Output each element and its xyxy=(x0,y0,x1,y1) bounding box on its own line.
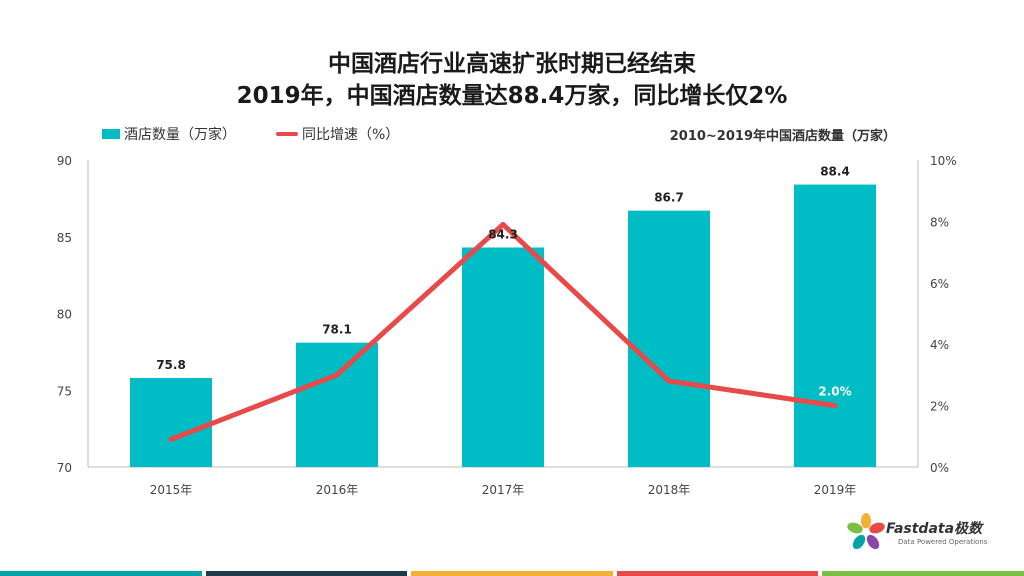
y-left-tick-label: 85 xyxy=(57,231,72,245)
y-right-tick-label: 10% xyxy=(930,154,957,168)
growth-point xyxy=(666,378,672,384)
growth-point xyxy=(334,372,340,378)
legend-bar-label: 酒店数量（万家） xyxy=(124,127,236,143)
chart-svg: 70 75 80 85 90 0% 2% 4% 6% 8% 10% 2015年 2016年 2017年 20… xyxy=(57,154,957,497)
y-right-tick-label: 0% xyxy=(930,461,949,475)
logo-name: Fastdata极数 xyxy=(886,521,983,537)
x-tick-label: 2019年 xyxy=(814,483,857,497)
y-right-tick-label: 6% xyxy=(930,277,949,291)
bar-value-label: 86.7 xyxy=(654,191,684,205)
legend: 酒店数量（万家） 同比增速（%） xyxy=(102,124,439,144)
logo-flower-icon xyxy=(847,513,885,550)
growth-point xyxy=(168,436,174,442)
bar-value-label: 88.4 xyxy=(820,165,850,179)
y-right-tick-label: 8% xyxy=(930,215,949,229)
footer-stripe-1 xyxy=(0,571,202,576)
y-right-tick-label: 2% xyxy=(930,400,949,414)
footer-stripe-3 xyxy=(411,571,613,576)
bar-value-label: 75.8 xyxy=(156,358,186,372)
logo: Fastdata极数 Data Powered Operations xyxy=(846,512,1006,552)
y-left-tick-label: 90 xyxy=(57,154,72,168)
logo-tagline: Data Powered Operations xyxy=(898,538,988,546)
footer-stripes xyxy=(0,571,1024,576)
x-tick-label: 2017年 xyxy=(482,483,525,497)
bar-value-label: 84.3 xyxy=(488,227,518,241)
legend-line-swatch xyxy=(276,132,298,136)
bar xyxy=(130,377,212,467)
footer-stripe-4 xyxy=(616,571,819,576)
legend-item-line: 同比增速（%） xyxy=(276,124,399,144)
chart-note: 2010~2019年中国酒店数量（万家） xyxy=(669,129,896,144)
y-left-tick-label: 75 xyxy=(57,384,72,398)
footer-stripe-5 xyxy=(822,571,1024,576)
x-tick-label: 2018年 xyxy=(648,483,691,497)
bar xyxy=(296,342,378,467)
footer-stripe-2 xyxy=(205,571,408,576)
x-tick-label: 2015年 xyxy=(150,483,193,497)
y-right-tick-label: 4% xyxy=(930,338,949,352)
y-left-tick-label: 70 xyxy=(57,461,72,475)
bar xyxy=(628,210,710,467)
bar xyxy=(794,184,876,467)
legend-bar-swatch xyxy=(102,129,120,139)
legend-item-bar: 酒店数量（万家） xyxy=(102,124,236,144)
growth-point xyxy=(832,403,838,409)
chart-title-line1: 中国酒店行业高速扩张时期已经结束 xyxy=(328,51,696,77)
legend-line-label: 同比增速（%） xyxy=(302,127,400,143)
line-value-label: 2.0% xyxy=(818,385,851,399)
bar-value-label: 78.1 xyxy=(322,323,352,337)
chart-title-line2: 2019年，中国酒店数量达88.4万家，同比增长仅2% xyxy=(236,83,788,109)
bar xyxy=(462,247,544,467)
y-left-tick-label: 80 xyxy=(57,308,72,322)
growth-point xyxy=(500,221,506,227)
x-tick-label: 2016年 xyxy=(316,483,359,497)
